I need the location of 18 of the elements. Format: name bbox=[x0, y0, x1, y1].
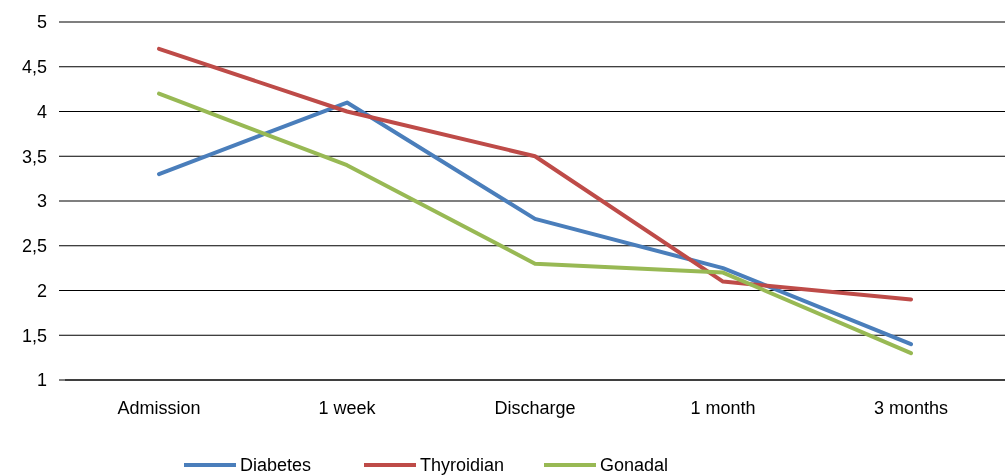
x-tick-label: 1 month bbox=[690, 398, 756, 418]
y-tick-label: 1,5 bbox=[21, 325, 47, 346]
legend-label: Gonadal bbox=[600, 455, 669, 475]
y-tick-label: 3,5 bbox=[21, 146, 47, 167]
y-tick-label: 5 bbox=[36, 12, 47, 33]
y-tick-label: 4 bbox=[36, 101, 47, 122]
x-tick-label: Discharge bbox=[494, 398, 576, 418]
x-tick-label: 3 months bbox=[873, 398, 949, 418]
legend-label: Thyroidian bbox=[420, 455, 505, 475]
y-tick-label: 3 bbox=[36, 191, 47, 212]
legend-label: Diabetes bbox=[240, 455, 312, 475]
y-tick-label: 1 bbox=[36, 370, 47, 391]
x-tick-label: Admission bbox=[117, 398, 201, 418]
line-series bbox=[157, 46, 913, 302]
y-tick-label: 2,5 bbox=[21, 236, 47, 257]
x-tick-label: 1 week bbox=[318, 398, 377, 418]
y-tick-label: 4,5 bbox=[21, 57, 47, 78]
y-tick-label: 2 bbox=[36, 280, 47, 301]
